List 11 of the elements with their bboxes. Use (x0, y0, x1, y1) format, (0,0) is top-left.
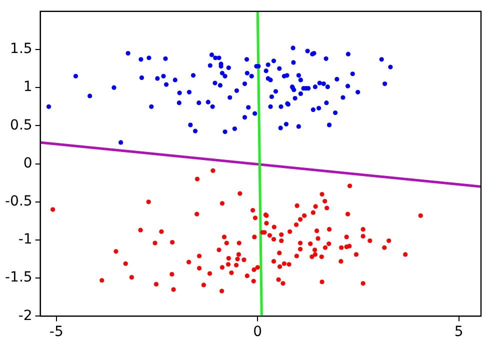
y-tick-label: 0 (23, 155, 32, 172)
x-tick-label: -5 (49, 324, 64, 340)
y-tick-label: 1.5 (10, 41, 32, 58)
x-tick-label: 5 (454, 324, 464, 340)
x-tick-label: 0 (253, 324, 262, 340)
y-tick-label: -0.5 (4, 194, 32, 210)
y-tick-label: -2 (18, 308, 32, 324)
y-tick-label: -1.5 (4, 270, 32, 286)
y-tick-label: 0.5 (10, 117, 32, 134)
y-tick-label: 1 (23, 79, 32, 96)
y-tick-label: -1 (18, 232, 32, 248)
